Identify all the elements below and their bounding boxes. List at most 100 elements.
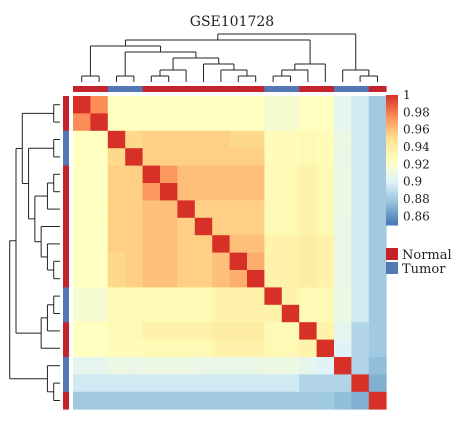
- heatmap-cell: [212, 200, 230, 219]
- heatmap-cell: [142, 113, 161, 132]
- heatmap-cell: [142, 200, 161, 219]
- heatmap-cell: [368, 357, 387, 375]
- heatmap-cell: [90, 339, 109, 358]
- heatmap-cell: [177, 304, 196, 323]
- color-scale-step: [386, 114, 398, 118]
- heatmap-cell: [351, 304, 370, 323]
- heatmap-cell: [160, 96, 178, 114]
- heatmap-cell: [299, 200, 317, 219]
- heatmap-cell: [334, 130, 352, 149]
- heatmap-cell: [351, 165, 370, 184]
- heatmap-cell: [351, 357, 370, 375]
- column-group-cell: [73, 86, 91, 92]
- heatmap-cell: [316, 148, 335, 166]
- row-group-cell: [63, 252, 69, 271]
- column-dendrogram: [81, 33, 378, 82]
- heatmap-cell: [73, 183, 91, 201]
- heatmap-cell: [334, 357, 352, 375]
- color-scale-step: [386, 190, 398, 193]
- heatmap-cell: [194, 148, 213, 166]
- heatmap-cell: [194, 339, 213, 358]
- column-group-cell: [194, 86, 213, 92]
- heatmap-cell: [334, 322, 352, 340]
- heatmap-cell: [125, 183, 143, 201]
- heatmap-cell: [229, 148, 248, 166]
- heatmap-cell: [316, 217, 335, 236]
- column-group-cell: [212, 86, 230, 92]
- heatmap-cell: [90, 165, 109, 184]
- heatmap-cell: [229, 322, 248, 340]
- heatmap-cell: [160, 357, 178, 375]
- color-scale-step: [386, 192, 398, 196]
- heatmap-cell: [368, 235, 387, 253]
- color-scale-step: [386, 110, 398, 113]
- heatmap-cell: [334, 96, 352, 114]
- heatmap-cell: [229, 252, 248, 271]
- column-group-cell: [316, 86, 335, 92]
- heatmap-cell: [194, 270, 213, 288]
- heatmap-cell: [107, 235, 126, 253]
- color-scale-step: [386, 149, 398, 152]
- heatmap-cell: [90, 287, 109, 306]
- heatmap-cell: [316, 339, 335, 358]
- color-scale-tick-label: 0.9: [403, 175, 422, 189]
- heatmap-cell: [281, 391, 300, 410]
- color-scale-step: [386, 209, 398, 213]
- color-scale-step: [386, 125, 398, 128]
- color-scale-step: [386, 188, 398, 191]
- heatmap-cell: [73, 235, 91, 253]
- heatmap-cell: [177, 391, 196, 410]
- heatmap-cell: [107, 200, 126, 219]
- heatmap-cell: [212, 165, 230, 184]
- heatmap-cell: [73, 270, 91, 288]
- heatmap-cell: [334, 391, 352, 410]
- heatmap-cell: [212, 357, 230, 375]
- heatmap-cell: [316, 322, 335, 340]
- heatmap-cell: [142, 357, 161, 375]
- heatmap-cell: [247, 374, 265, 393]
- heatmap-cell: [177, 357, 196, 375]
- heatmap-cell: [299, 270, 317, 288]
- heatmap-cell: [177, 339, 196, 358]
- heatmap-cell: [299, 130, 317, 149]
- row-group-cell: [63, 96, 69, 114]
- heatmap-cell: [90, 270, 109, 288]
- heatmap-cell: [351, 235, 370, 253]
- heatmap-cell: [264, 113, 283, 132]
- heatmap-cell: [90, 322, 109, 340]
- heatmap-cell: [142, 96, 161, 114]
- heatmap-cell: [177, 200, 196, 219]
- heatmap-cell: [177, 148, 196, 166]
- heatmap-cell: [229, 304, 248, 323]
- row-group-cell: [63, 200, 69, 219]
- heatmap-cell: [125, 113, 143, 132]
- row-group-cell: [63, 148, 69, 166]
- heatmap-cell: [299, 165, 317, 184]
- heatmap-cell: [73, 339, 91, 358]
- heatmap-cell: [194, 113, 213, 132]
- heatmap-cell: [177, 113, 196, 132]
- heatmap-cell: [229, 287, 248, 306]
- heatmap-cell: [73, 322, 91, 340]
- heatmap-cell: [281, 113, 300, 132]
- heatmap-cell: [160, 322, 178, 340]
- heatmap-cell: [247, 322, 265, 340]
- heatmap-cell: [264, 183, 283, 201]
- heatmap-cell: [247, 304, 265, 323]
- color-scale-step: [386, 201, 398, 204]
- color-scale-step: [386, 164, 398, 167]
- heatmap-cell: [334, 287, 352, 306]
- heatmap-cell: [334, 200, 352, 219]
- row-group-cell: [63, 304, 69, 323]
- heatmap-cell: [125, 270, 143, 288]
- heatmap-cell: [264, 165, 283, 184]
- row-dendrogram: [9, 104, 60, 401]
- heatmap-cell: [194, 304, 213, 323]
- heatmap-cell: [281, 357, 300, 375]
- heatmap-cell: [142, 304, 161, 323]
- heatmap-cell: [73, 113, 91, 132]
- heatmap-cell: [160, 252, 178, 271]
- row-group-cell: [63, 235, 69, 253]
- heatmap-cell: [73, 130, 91, 149]
- heatmap-cell: [142, 217, 161, 236]
